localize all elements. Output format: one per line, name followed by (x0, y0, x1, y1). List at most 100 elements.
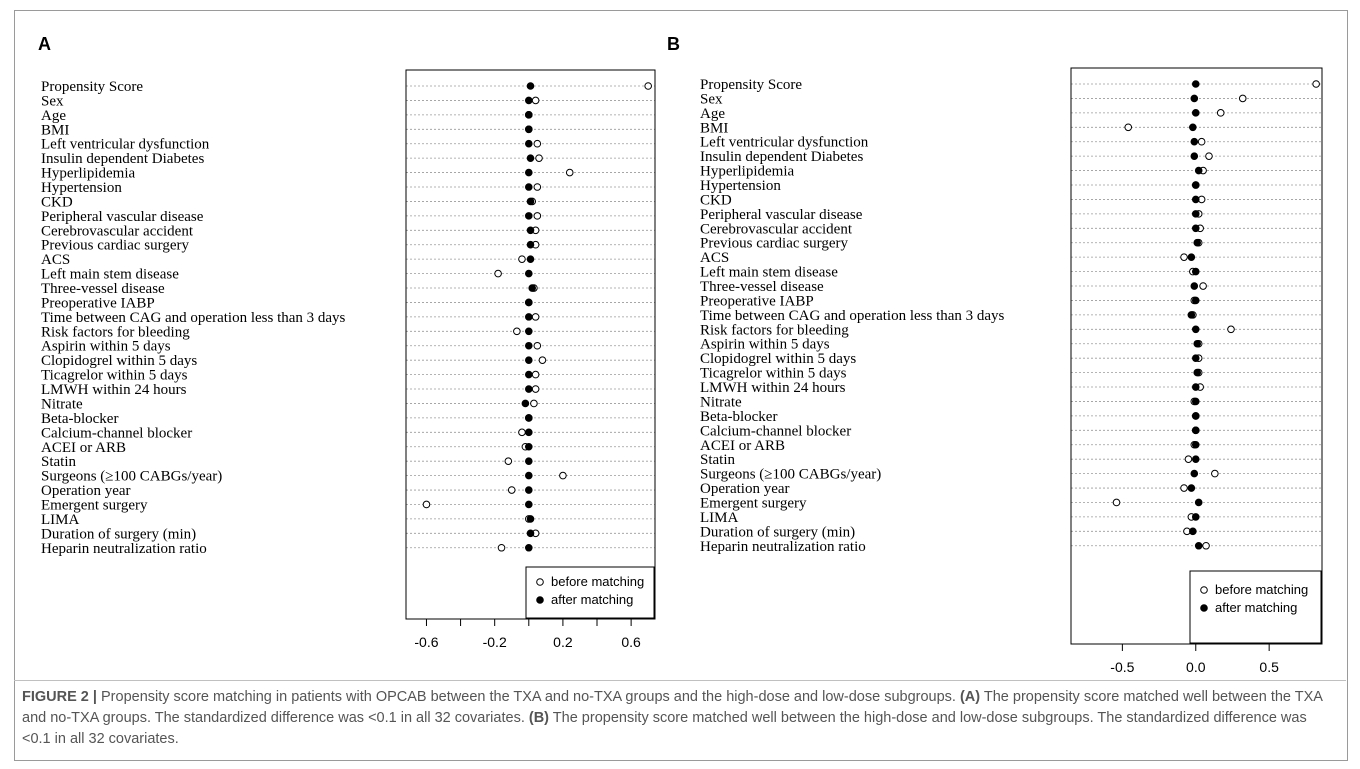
point-after-matching (1191, 383, 1200, 391)
covariate-label: Time between CAG and operation less than… (700, 308, 1005, 324)
covariate-label: Sex (41, 93, 64, 109)
point-before-matching (1180, 253, 1188, 261)
point-before-matching (494, 269, 502, 278)
point-before-matching (538, 356, 547, 364)
point-after-matching (524, 96, 533, 105)
legend-label: before matching (1215, 582, 1308, 597)
covariate-label: Calcium-channel blocker (41, 425, 192, 441)
point-before-matching (535, 154, 543, 162)
figure-caption: FIGURE 2 | Propensity score matching in … (22, 687, 1338, 750)
covariate-label: Nitrate (700, 394, 742, 410)
covariate-label: Heparin neutralization ratio (700, 539, 866, 555)
point-before-matching (504, 457, 513, 465)
legend-marker-after (1200, 604, 1208, 612)
point-after-matching (524, 486, 533, 494)
point-before-matching (497, 543, 506, 552)
panel-letter: B (667, 34, 680, 54)
point-before-matching (531, 370, 540, 379)
point-after-matching (1191, 296, 1200, 305)
point-after-matching (1191, 181, 1200, 189)
point-after-matching (1190, 282, 1199, 290)
x-tick-label: 0.0 (1186, 659, 1206, 675)
x-tick-label: -0.6 (414, 634, 438, 650)
point-after-matching (524, 298, 533, 307)
covariate-label: Beta-blocker (41, 411, 118, 427)
covariate-label: CKD (41, 194, 73, 210)
point-before-matching (513, 327, 521, 336)
covariate-label: Surgeons (≥100 CABGs/year) (700, 467, 881, 483)
covariate-label: Peripheral vascular disease (41, 209, 204, 225)
covariate-label: Statin (41, 454, 77, 470)
covariate-label: Time between CAG and operation less than… (41, 310, 346, 326)
covariate-label: Emergent surgery (700, 495, 807, 511)
covariate-label: Aspirin within 5 days (700, 337, 830, 353)
point-after-matching (528, 284, 537, 292)
point-before-matching (1112, 498, 1121, 507)
plot-box (1070, 67, 1323, 645)
point-after-matching (1191, 109, 1200, 117)
legend-marker-before (1200, 586, 1208, 594)
covariate-label: Operation year (41, 483, 131, 499)
covariate-label: Propensity Score (41, 79, 143, 95)
point-after-matching (1191, 513, 1200, 521)
covariate-label: BMI (700, 120, 728, 136)
point-after-matching (524, 168, 533, 177)
point-after-matching (1191, 354, 1200, 362)
point-after-matching (1193, 368, 1202, 377)
point-before-matching (422, 500, 431, 509)
point-before-matching (518, 255, 526, 263)
point-before-matching (565, 168, 574, 177)
caption-intro: Propensity score matching in patients wi… (101, 689, 956, 705)
point-after-matching (524, 327, 533, 336)
covariate-label: Previous cardiac surgery (700, 236, 849, 252)
covariate-label: Left ventricular dysfunction (700, 135, 869, 151)
covariate-label: Hypertension (700, 178, 781, 194)
covariate-label: Risk factors for bleeding (41, 324, 190, 340)
point-before-matching (518, 428, 526, 437)
point-after-matching (524, 370, 533, 379)
covariate-label: Ticagrelor within 5 days (41, 368, 188, 384)
covariate-label: Left ventricular dysfunction (41, 137, 210, 153)
point-after-matching (1194, 166, 1203, 175)
point-after-matching (1190, 152, 1199, 160)
covariate-label: ACS (700, 250, 729, 266)
covariate-label: LIMA (700, 510, 738, 526)
point-after-matching (1191, 195, 1200, 204)
covariate-label: Duration of surgery (min) (41, 526, 196, 542)
point-after-matching (1191, 412, 1200, 420)
point-after-matching (524, 125, 533, 134)
point-after-matching (1190, 469, 1199, 478)
point-after-matching (1194, 541, 1203, 550)
covariate-label: Statin (700, 452, 736, 468)
covariate-label: Emergent surgery (41, 497, 148, 513)
point-before-matching (1124, 123, 1133, 132)
x-tick-label: 0.6 (621, 634, 641, 650)
covariate-label: BMI (41, 122, 69, 138)
point-after-matching (1191, 267, 1200, 276)
point-after-matching (1191, 224, 1200, 233)
point-after-matching (524, 428, 533, 437)
legend-marker-before (536, 578, 544, 586)
point-before-matching (1205, 152, 1213, 160)
point-after-matching (526, 154, 535, 162)
point-after-matching (526, 226, 535, 235)
covariate-label: Insulin dependent Diabetes (700, 149, 863, 165)
point-after-matching (1190, 94, 1199, 103)
covariate-label: Preoperative IABP (700, 293, 814, 309)
covariate-label: Cerebrovascular accident (700, 221, 853, 237)
point-before-matching (1227, 325, 1235, 334)
legend-label: after matching (551, 592, 633, 607)
point-after-matching (1191, 440, 1200, 449)
covariate-label: Peripheral vascular disease (700, 207, 863, 223)
point-after-matching (1191, 210, 1200, 218)
covariate-label: Beta-blocker (700, 409, 777, 425)
point-before-matching (1202, 541, 1210, 550)
covariate-label: LMWH within 24 hours (700, 380, 846, 396)
point-after-matching (524, 183, 533, 191)
point-after-matching (524, 500, 533, 509)
covariate-label: Three-vessel disease (700, 279, 824, 295)
covariate-label: CKD (700, 192, 732, 208)
point-after-matching (524, 385, 533, 393)
